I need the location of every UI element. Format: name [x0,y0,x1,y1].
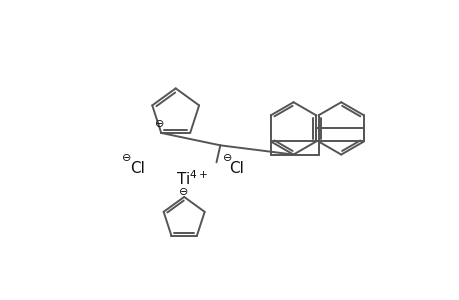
Text: Ti$^{4+}$: Ti$^{4+}$ [175,169,207,188]
Text: ⊖: ⊖ [122,153,132,163]
Text: Cl: Cl [229,161,244,176]
Text: ⊖: ⊖ [179,187,189,196]
Text: ⊖: ⊖ [222,153,231,163]
Text: Cl: Cl [130,161,145,176]
Text: ⊖: ⊖ [155,119,164,129]
